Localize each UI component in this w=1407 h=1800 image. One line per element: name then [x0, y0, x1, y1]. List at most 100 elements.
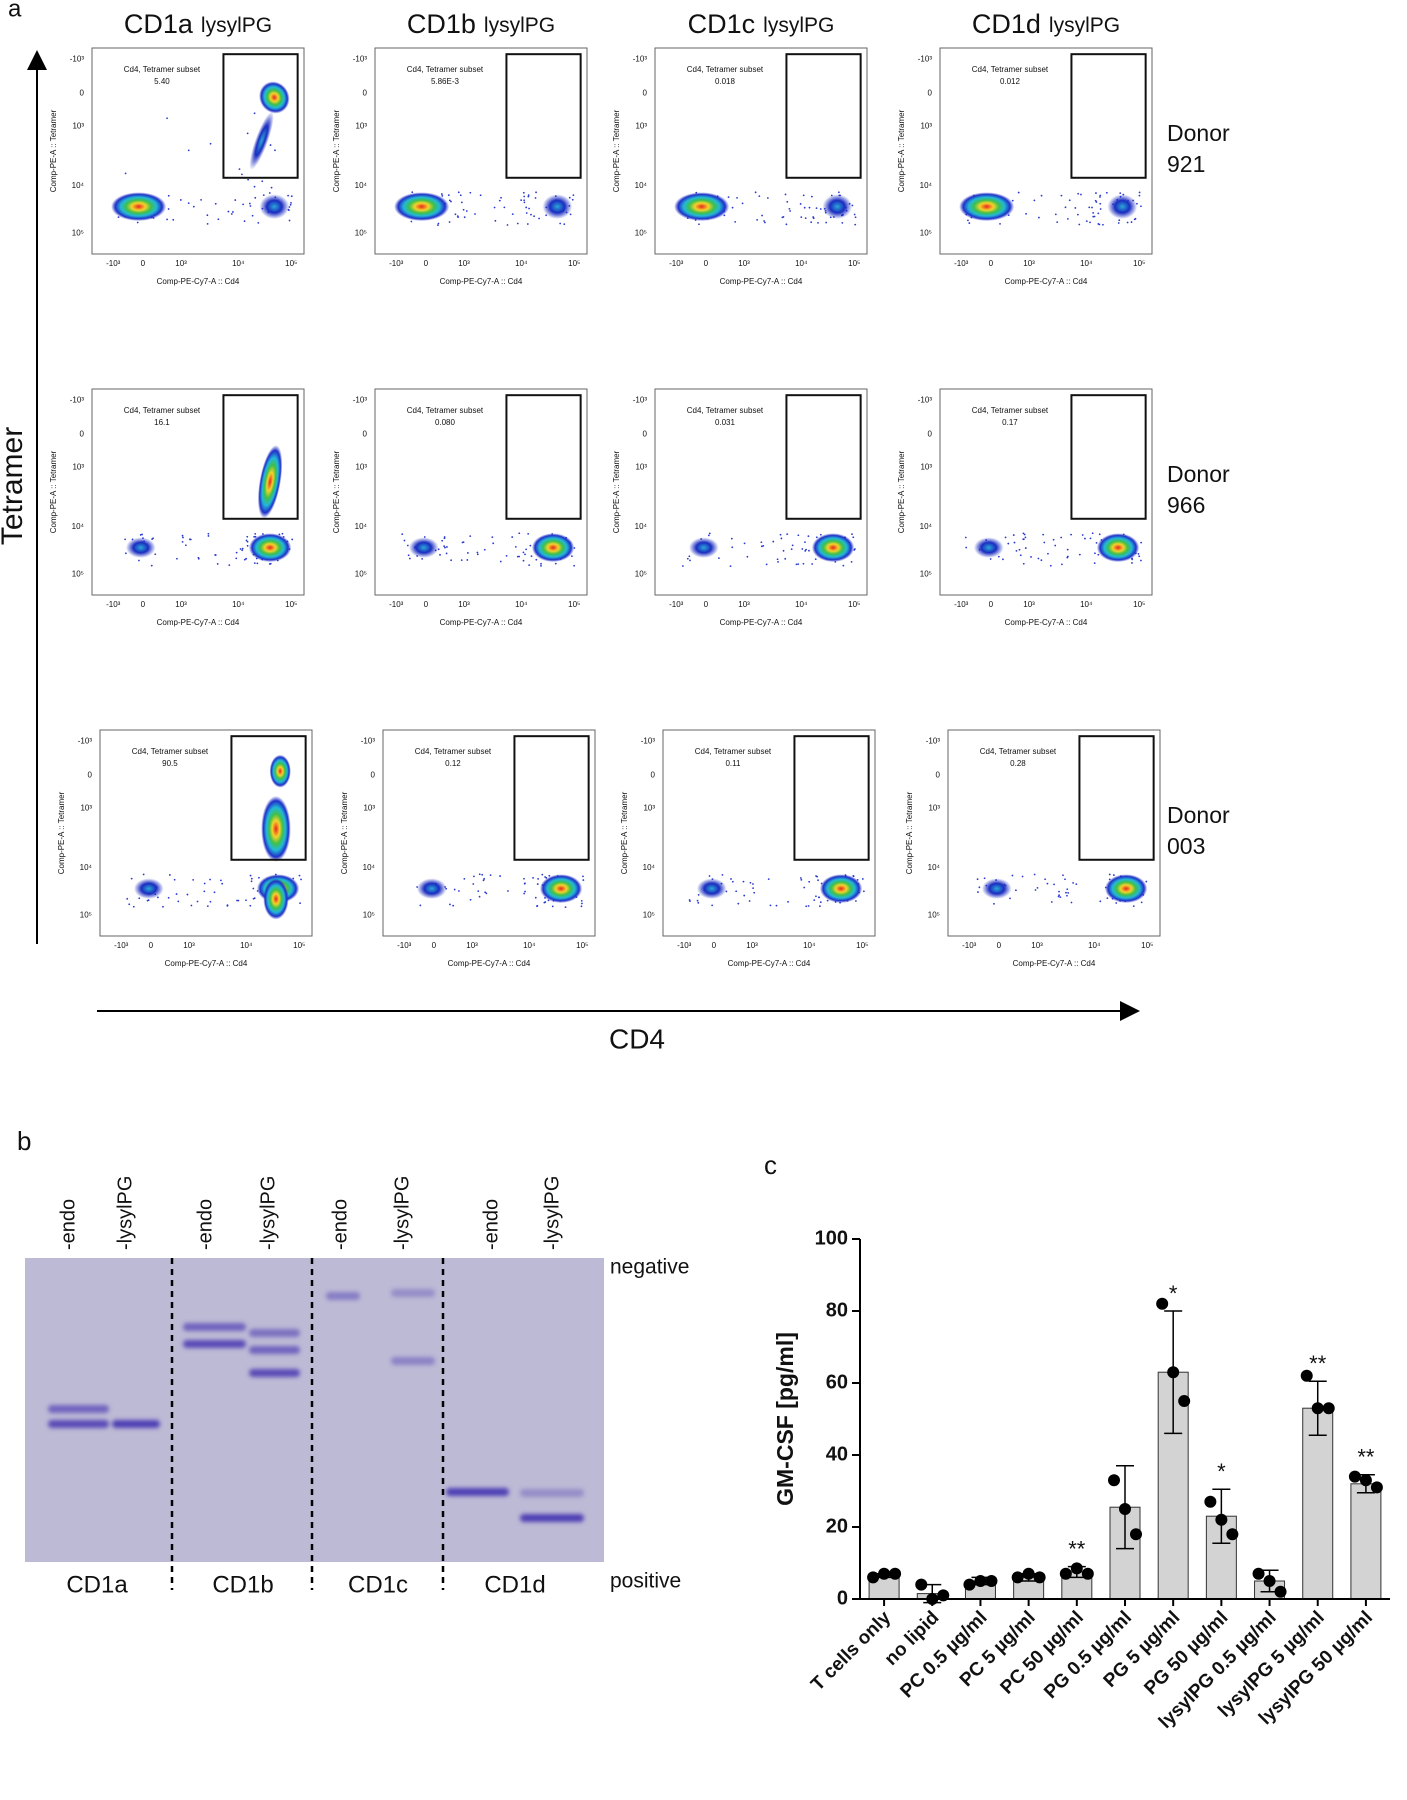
event — [246, 132, 249, 135]
event — [523, 892, 526, 895]
x-tick-label: 10⁵ — [1133, 600, 1145, 609]
gate-value: 0.018 — [715, 77, 736, 86]
y-tick-label: -10³ — [78, 736, 93, 745]
event — [481, 873, 484, 876]
x-tick-label: 0 — [704, 259, 709, 268]
event — [1099, 202, 1102, 205]
cell-population — [111, 192, 167, 222]
event — [522, 559, 525, 562]
gate-value: 5.86E-3 — [431, 77, 460, 86]
lane-label: -lysylPG — [541, 1176, 563, 1250]
event — [446, 546, 448, 548]
event — [462, 208, 465, 211]
data-point — [1081, 1567, 1094, 1580]
event — [810, 221, 813, 224]
x-tick-label: 0 — [432, 941, 437, 950]
event — [1140, 901, 1143, 904]
event — [443, 545, 446, 548]
x-tick-label: 10⁴ — [795, 600, 808, 609]
plot-y-label: Comp-PE-A :: Tetramer — [897, 109, 906, 192]
band — [249, 1369, 300, 1377]
event — [162, 905, 164, 908]
flow-plot: Cd4, Tetramer subset 0.17 -10³ -10³ 0 0 10³ 10³… — [897, 388, 1153, 627]
event — [763, 220, 765, 222]
event — [786, 533, 789, 536]
x-tick-label: 10⁴ — [240, 941, 253, 950]
gate-value: 16.1 — [154, 418, 170, 427]
event — [449, 903, 451, 906]
event — [1105, 191, 1108, 194]
plot-y-label: Comp-PE-A :: Tetramer — [620, 791, 629, 874]
event — [762, 544, 765, 547]
x-tick-label: 10⁴ — [1080, 259, 1093, 268]
event — [819, 533, 822, 536]
event — [530, 213, 532, 216]
event — [466, 552, 469, 554]
flow-plot: Cd4, Tetramer subset 5.86E-3 -10³ -10³ 0 0 10³… — [332, 47, 588, 286]
event — [1140, 205, 1142, 208]
event — [209, 900, 212, 903]
event — [837, 191, 840, 194]
event — [540, 562, 542, 565]
event — [258, 876, 260, 879]
gate-name: Cd4, Tetramer subset — [124, 406, 201, 415]
event — [252, 897, 255, 900]
event — [1137, 553, 1140, 555]
y-tick-label: -10³ — [353, 54, 368, 63]
gate — [1070, 394, 1147, 520]
event — [298, 874, 301, 877]
event — [736, 196, 738, 199]
event — [1106, 897, 1109, 900]
event — [548, 874, 551, 877]
plot-x-label: Comp-PE-Cy7-A :: Cd4 — [157, 277, 240, 286]
y-tick-label: 10³ — [643, 803, 655, 812]
event — [485, 892, 488, 895]
event — [536, 883, 539, 885]
x-tick-label: 10⁵ — [848, 259, 860, 268]
y-axis-label: GM-CSF [pg/ml] — [772, 1332, 798, 1506]
event — [538, 217, 540, 220]
gate-name: Cd4, Tetramer subset — [415, 747, 492, 756]
event — [1011, 199, 1014, 202]
event — [1095, 201, 1098, 203]
event — [167, 896, 170, 899]
y-tick-label: 10⁴ — [80, 863, 93, 872]
data-point — [1108, 1474, 1120, 1487]
data-point — [915, 1578, 928, 1591]
x-tick-label: -10³ — [669, 600, 684, 609]
event — [254, 532, 257, 535]
event — [1060, 536, 1063, 539]
event — [206, 222, 209, 225]
event — [150, 564, 153, 567]
event — [748, 900, 751, 902]
event — [441, 195, 444, 197]
data-point — [1033, 1571, 1046, 1584]
lane-label: -endo — [57, 1199, 79, 1250]
event — [419, 904, 422, 907]
event — [142, 873, 145, 876]
gate-value: 0.11 — [725, 759, 741, 768]
flow-plot: Cd4, Tetramer subset 0.080 -10³ -10³ 0 0 10³ 10… — [332, 388, 588, 627]
x-tick-label: 10⁴ — [232, 259, 245, 268]
y-tick-label: -10³ — [361, 736, 376, 745]
event — [766, 197, 769, 199]
plot-frame — [654, 47, 868, 255]
event — [527, 532, 530, 535]
event — [978, 886, 981, 889]
event — [1019, 554, 1022, 557]
event — [228, 564, 231, 567]
event — [262, 194, 265, 197]
event — [727, 196, 730, 199]
event — [1091, 532, 1094, 535]
data-point — [1300, 1369, 1313, 1382]
x-tick-label: 10³ — [175, 259, 187, 268]
event — [1024, 547, 1027, 549]
flow-plot: Cd4, Tetramer subset 90.5 -10³ -10³ 0 0 10³ 10³… — [57, 729, 313, 968]
event — [800, 216, 803, 219]
event — [799, 203, 802, 205]
significance: * — [1169, 1281, 1178, 1306]
band — [520, 1514, 584, 1522]
event — [807, 905, 810, 907]
event — [406, 544, 409, 547]
event — [182, 536, 184, 539]
